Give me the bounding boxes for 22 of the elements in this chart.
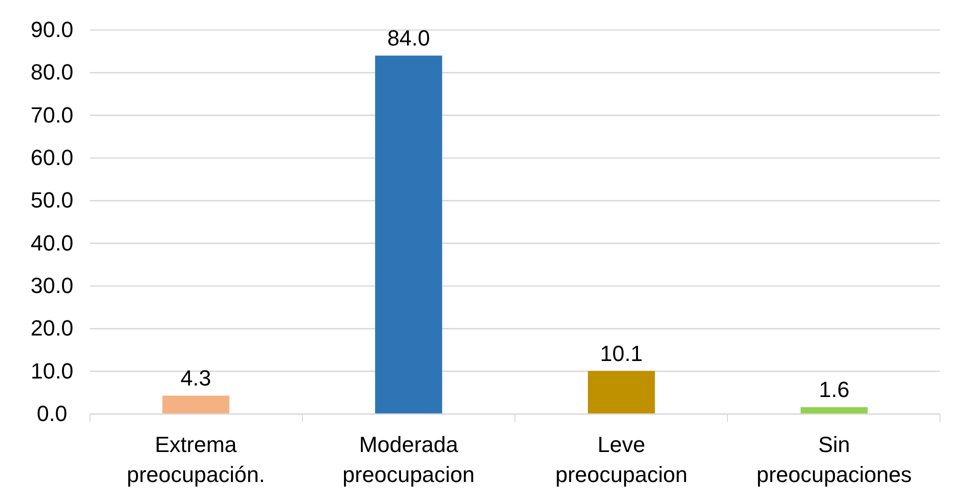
bar — [800, 407, 868, 414]
bar — [162, 396, 230, 414]
y-tick-label: 80.0 — [30, 60, 74, 85]
x-tick-label: Leve preocupacion — [555, 432, 688, 487]
y-tick-label: 30.0 — [30, 273, 74, 298]
y-tick-label: 0.0 — [36, 401, 68, 426]
bar — [588, 370, 655, 414]
data-label: 4.3 — [180, 366, 212, 391]
y-tick-label: 60.0 — [30, 145, 74, 170]
y-tick-label: 70.0 — [30, 102, 74, 128]
y-tick-label: 40.0 — [30, 230, 74, 256]
data-label: 84.0 — [387, 26, 430, 51]
bar — [375, 56, 442, 414]
y-tick-label: 10.0 — [30, 358, 74, 384]
x-tick-label: Sin preocupaciones — [756, 432, 912, 487]
x-tick-label: Extrema preocupación. — [126, 432, 265, 487]
y-tick-label: 20.0 — [30, 316, 74, 341]
y-tick-label: 50.0 — [30, 188, 74, 213]
y-tick-label: 90.0 — [30, 17, 74, 42]
x-tick-label: Moderada preocupacion — [342, 432, 475, 487]
data-label: 1.6 — [818, 377, 850, 402]
data-label: 10.1 — [600, 340, 643, 366]
